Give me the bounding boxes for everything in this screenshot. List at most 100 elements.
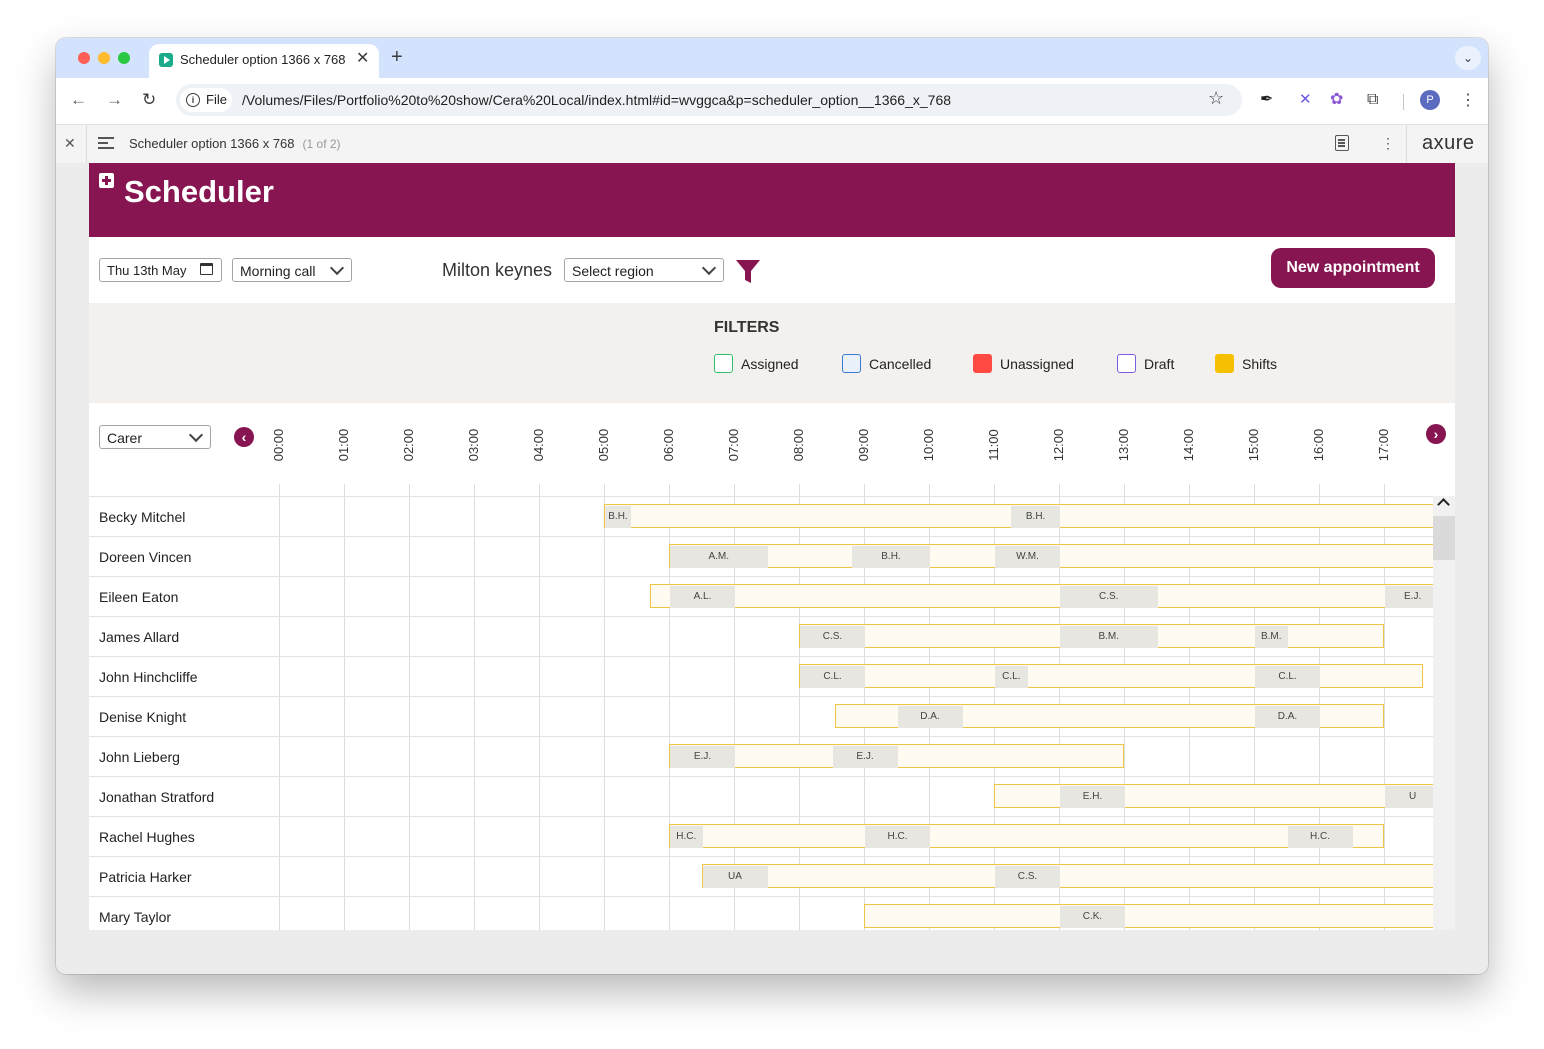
filter-funnel-icon[interactable] <box>735 258 761 286</box>
carer-name[interactable]: Denise Knight <box>99 709 187 725</box>
appointment-block[interactable]: W.M. <box>995 546 1060 568</box>
carer-name[interactable]: Jonathan Stratford <box>99 789 215 805</box>
hour-label: 05:00 <box>596 428 611 462</box>
appointment-block[interactable]: A.L. <box>670 586 735 608</box>
appointment-block[interactable]: B.H. <box>605 506 631 528</box>
carer-name[interactable]: James Allard <box>99 629 180 645</box>
carer-select[interactable]: Carer <box>99 425 211 449</box>
tab-close-icon[interactable]: ✕ <box>356 50 370 67</box>
gear-extension-icon[interactable]: ✿ <box>1330 91 1344 108</box>
bookmark-star-icon[interactable]: ☆ <box>1208 88 1225 108</box>
shift-bar[interactable]: C.K. <box>864 904 1433 928</box>
hour-gridline <box>669 484 670 930</box>
shift-bar[interactable]: C.L. C.L. C.L. <box>799 664 1423 688</box>
extensions-puzzle-icon[interactable]: ⧉ <box>1367 91 1379 108</box>
legend-swatch[interactable] <box>842 354 861 373</box>
eyedropper-extension-icon[interactable]: ✒ <box>1260 91 1274 108</box>
appointment-block[interactable]: C.L. <box>1255 666 1320 688</box>
carer-name[interactable]: Rachel Hughes <box>99 829 195 845</box>
legend-swatch[interactable] <box>714 354 733 373</box>
x-extension-icon[interactable]: ✕ <box>1299 91 1312 108</box>
appointment-block[interactable]: E.J. <box>1385 586 1433 608</box>
appointment-block[interactable]: C.S. <box>1060 586 1158 608</box>
carer-name[interactable]: Doreen Vincen <box>99 549 192 565</box>
appointment-block[interactable]: C.S. <box>995 866 1060 888</box>
profile-avatar[interactable]: P <box>1420 90 1440 110</box>
shift-bar[interactable]: A.L. C.S. E.J. <box>649 584 1433 608</box>
browser-tab[interactable]: Scheduler option 1366 x 768 ✕ <box>149 44 379 78</box>
tab-strip: Scheduler option 1366 x 768 ✕ + ⌄ <box>56 38 1488 78</box>
vertical-scrollbar[interactable] <box>1433 496 1455 930</box>
appointment-block[interactable]: E.H. <box>1060 786 1125 808</box>
appointment-block[interactable]: C.L. <box>800 666 865 688</box>
carer-name[interactable]: Mary Taylor <box>99 909 172 925</box>
hour-label: 14:00 <box>1181 428 1196 462</box>
carer-name[interactable]: John Lieberg <box>99 749 180 765</box>
minimize-window-button[interactable] <box>98 52 110 64</box>
sitemap-menu-icon[interactable] <box>98 137 114 149</box>
shift-bar[interactable]: C.S. B.M. B.M. <box>799 624 1384 648</box>
appointment-block[interactable]: H.C. <box>1287 826 1353 848</box>
appointment-block[interactable]: B.H. <box>1011 506 1060 528</box>
close-window-button[interactable] <box>78 52 90 64</box>
shift-bar[interactable]: UA C.S. <box>701 864 1433 888</box>
legend-swatch[interactable] <box>973 354 992 373</box>
maximize-window-button[interactable] <box>118 52 130 64</box>
carer-name[interactable]: John Hinchcliffe <box>99 669 198 685</box>
expand-plus-icon[interactable] <box>99 173 114 188</box>
browser-menu-icon[interactable]: ⋮ <box>1460 92 1476 109</box>
appointment-block[interactable]: U <box>1385 786 1433 808</box>
carer-name[interactable]: Patricia Harker <box>99 869 192 885</box>
date-picker[interactable]: Thu 13th May <box>99 258 222 282</box>
appointment-block[interactable]: C.L. <box>995 666 1028 688</box>
more-options-icon[interactable]: ⋮ <box>1381 135 1395 151</box>
url-text[interactable]: /Volumes/Files/Portfolio%20to%20show/Cer… <box>242 92 952 108</box>
reload-icon[interactable]: ↻ <box>142 90 157 109</box>
carer-name[interactable]: Eileen Eaton <box>99 589 179 605</box>
shift-bar[interactable]: A.M. B.H. W.M. <box>669 544 1433 568</box>
new-appointment-button[interactable]: New appointment <box>1271 248 1435 288</box>
appointment-block[interactable]: E.J. <box>832 746 898 768</box>
notes-icon[interactable] <box>1335 135 1349 151</box>
scroll-up-arrow-icon[interactable] <box>1437 498 1450 511</box>
appointment-block[interactable]: H.C. <box>670 826 703 848</box>
appointment-block[interactable]: B.H. <box>852 546 930 568</box>
legend-swatch[interactable] <box>1117 354 1136 373</box>
appointment-block[interactable]: E.J. <box>670 746 735 768</box>
region-select[interactable]: Select region <box>564 258 724 282</box>
shift-bar[interactable]: B.H. B.H. <box>604 504 1433 528</box>
appointment-block[interactable]: C.K. <box>1060 906 1125 928</box>
hour-label: 12:00 <box>1051 428 1066 462</box>
appointment-block[interactable]: D.A. <box>1255 706 1320 728</box>
appointment-block[interactable]: D.A. <box>897 706 963 728</box>
calendar-icon[interactable] <box>200 263 213 275</box>
shift-bar[interactable]: E.H. U <box>994 784 1433 808</box>
appointment-block[interactable]: UA <box>702 866 768 888</box>
appointment-block[interactable]: C.S. <box>800 626 865 648</box>
call-type-select[interactable]: Morning call <box>232 258 352 282</box>
legend-label: Cancelled <box>869 356 932 372</box>
carer-name[interactable]: Becky Mitchel <box>99 509 186 525</box>
appointment-block[interactable]: B.M. <box>1255 626 1288 648</box>
shift-bar[interactable]: E.J. E.J. <box>669 744 1124 768</box>
appointment-block[interactable]: A.M. <box>670 546 768 568</box>
hour-label: 07:00 <box>726 428 741 462</box>
legend-swatch[interactable] <box>1215 354 1234 373</box>
back-arrow-icon[interactable]: ← <box>70 90 87 109</box>
carer-row: Rachel Hughes H.C. H.C. H.C. <box>89 816 1433 856</box>
shift-bar[interactable]: D.A. D.A. <box>834 704 1384 728</box>
appointment-block[interactable]: B.M. <box>1060 626 1158 648</box>
new-tab-button[interactable]: + <box>391 46 403 68</box>
scrollbar-thumb[interactable] <box>1433 516 1455 560</box>
address-bar[interactable]: i File /Volumes/Files/Portfolio%20to%20s… <box>176 84 1242 116</box>
navigation-bar: ← → ↻ i File /Volumes/Files/Portfolio%20… <box>56 78 1488 124</box>
tab-search-button[interactable]: ⌄ <box>1455 46 1481 70</box>
shift-bar[interactable]: H.C. H.C. H.C. <box>669 824 1384 848</box>
appointment-block[interactable]: H.C. <box>865 826 930 848</box>
site-info-label: File <box>206 92 227 107</box>
forward-arrow-icon[interactable]: → <box>106 90 123 109</box>
site-info-chip[interactable]: i File <box>180 88 232 112</box>
previous-time-arrow-icon[interactable]: ‹ <box>234 427 254 447</box>
next-time-arrow-icon[interactable]: › <box>1426 424 1446 444</box>
close-icon[interactable]: ✕ <box>64 135 76 151</box>
